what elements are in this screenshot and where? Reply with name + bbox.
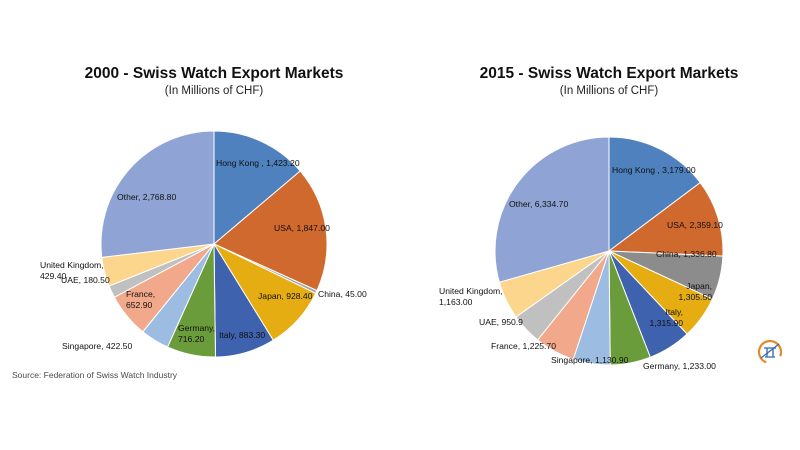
pie-chart-2015: Hong Kong , 3,179.00 USA, 2,359.10 China, … bbox=[439, 136, 724, 371]
data-label-united-kingdom: United Kingdom, 1,163.00 bbox=[439, 286, 503, 307]
data-label-uae: UAE, 950.9 bbox=[479, 317, 523, 327]
watch-logo-icon bbox=[757, 339, 783, 365]
data-label-other: Other, 2,768.80 bbox=[117, 192, 176, 202]
source-note: Source: Federation of Swiss Watch Indust… bbox=[12, 370, 178, 380]
data-label-singapore: Singapore, 1,130.90 bbox=[551, 355, 629, 365]
pie-slice-hong-kong bbox=[608, 136, 701, 252]
data-label-italy: Italy, 1,315.90 bbox=[650, 307, 684, 328]
pie-slice-usa bbox=[607, 181, 724, 257]
data-label-usa: USA, 1,847.00 bbox=[274, 223, 330, 233]
chart-2015-subtitle: (In Millions of CHF) bbox=[560, 85, 659, 97]
data-label-france: France, 1,225.70 bbox=[491, 341, 556, 351]
data-label-china: China, 45.00 bbox=[318, 289, 367, 299]
data-label-other: Other, 6,334.70 bbox=[509, 199, 568, 209]
data-label-france: France, 652.90 bbox=[126, 289, 155, 310]
chart-2000-title: 2000 - Swiss Watch Export Markets bbox=[85, 65, 344, 82]
pie-slice-usa bbox=[213, 170, 328, 292]
pie-slice-other bbox=[494, 136, 610, 283]
data-label-uae: UAE, 180.50 bbox=[61, 275, 110, 285]
data-label-italy: Italy, 883.30 bbox=[219, 330, 265, 340]
data-label-germany: Germany, 1,233.00 bbox=[643, 361, 716, 371]
chart-2015-title: 2015 - Swiss Watch Export Markets bbox=[480, 65, 739, 82]
data-label-united-kingdom: United Kingdom, 429.40 bbox=[40, 260, 104, 281]
pie-slice-other bbox=[100, 130, 215, 258]
chart-2000-subtitle: (In Millions of CHF) bbox=[165, 85, 264, 97]
data-label-hong-kong: Hong Kong , 1,423.20 bbox=[216, 158, 300, 168]
data-label-japan: Japan, 928.40 bbox=[258, 291, 313, 301]
data-label-usa: USA, 2,359.10 bbox=[667, 220, 723, 230]
pie-chart-2000: Hong Kong , 1,423.20 USA, 1,847.00 China, … bbox=[40, 130, 367, 358]
pie-slice-hong-kong bbox=[213, 130, 301, 246]
data-label-germany: Germany, 716.20 bbox=[178, 323, 215, 344]
data-label-china: China, 1,336.80 bbox=[656, 249, 717, 259]
data-label-singapore: Singapore, 422.50 bbox=[62, 341, 132, 351]
data-label-hong-kong: Hong Kong , 3,179.00 bbox=[612, 165, 696, 175]
data-label-japan: Japan, 1,305.50 bbox=[679, 281, 713, 302]
